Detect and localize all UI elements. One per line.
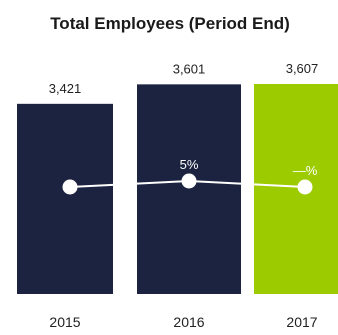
x-label-2015: 2015 [49, 314, 80, 330]
chart-title: Total Employees (Period End) [50, 14, 290, 33]
value-labels-group: 3,421 3,601 3,607 [49, 61, 319, 96]
value-label-2017: 3,607 [286, 61, 319, 76]
growth-point-2016 [181, 173, 197, 189]
growth-label-2017: —% [293, 163, 318, 178]
bar-2016 [137, 84, 241, 294]
bar-2015 [17, 103, 113, 294]
growth-line-group: 5% —% [62, 157, 318, 195]
x-label-2017: 2017 [286, 314, 317, 330]
growth-label-2016: 5% [180, 157, 199, 172]
value-label-2015: 3,421 [49, 81, 82, 96]
bars-group [17, 84, 338, 294]
value-label-2016: 3,601 [173, 61, 206, 76]
growth-point-2015 [62, 179, 78, 195]
x-label-2016: 2016 [173, 314, 204, 330]
x-axis-labels-group: 2015 2016 2017 [49, 314, 317, 330]
growth-point-2017 [297, 179, 313, 195]
bar-2017 [254, 84, 338, 294]
